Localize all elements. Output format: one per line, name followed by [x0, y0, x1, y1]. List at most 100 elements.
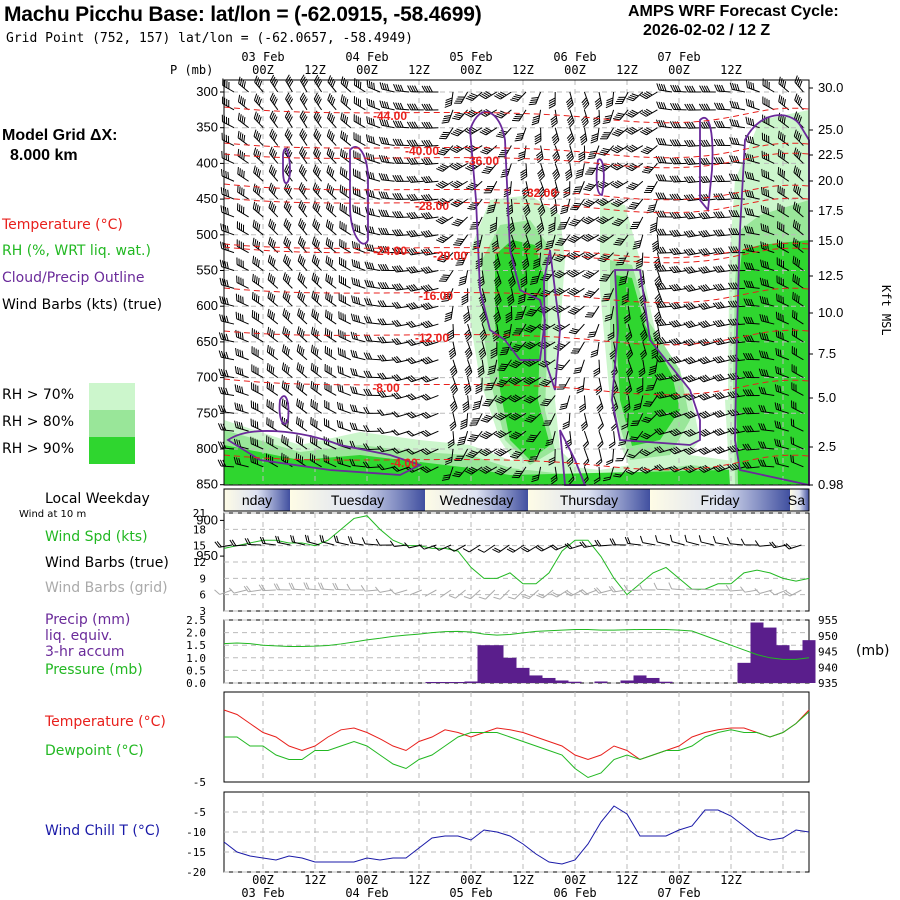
- barb-flag: [286, 221, 290, 229]
- wind-barb: [742, 443, 760, 451]
- barb-flag: [567, 155, 574, 162]
- barb-flag: [479, 435, 487, 440]
- barb-flag: [331, 259, 334, 267]
- barb-flag: [688, 139, 694, 147]
- barb-flag: [660, 120, 665, 127]
- barb-flag: [587, 335, 595, 338]
- barb-flag: [466, 165, 474, 170]
- wind-barb: [509, 359, 527, 369]
- barb-flag: [662, 174, 667, 182]
- wind-barb: [654, 300, 673, 309]
- barb-flag: [413, 139, 419, 147]
- barb-flag: [356, 224, 359, 232]
- barb-flag: [685, 230, 692, 237]
- barb-flag: [718, 84, 723, 92]
- barb-flag: [241, 97, 244, 105]
- barb-flag: [593, 477, 601, 482]
- barb-flag: [745, 116, 748, 124]
- barb-flag: [301, 366, 305, 374]
- barb-flag: [702, 429, 709, 435]
- barb-flag: [574, 369, 582, 372]
- wind-barb: [684, 103, 702, 111]
- wind-barb: [531, 109, 542, 126]
- barb-flag: [313, 292, 316, 300]
- barb-flag: [456, 112, 464, 115]
- barb-flag: [659, 355, 665, 362]
- barb-flag: [534, 137, 542, 143]
- barb-flag: [700, 303, 706, 310]
- barb-flag: [391, 266, 397, 273]
- barb-flag: [512, 432, 520, 437]
- wind-barb: [251, 310, 264, 325]
- barb-flag: [640, 313, 646, 320]
- barb-flag: [762, 459, 767, 467]
- wind-barb: [492, 252, 501, 271]
- wind-barb: [378, 136, 395, 147]
- barb-flag: [337, 347, 340, 355]
- legend-precip-liq: liq. equiv.: [45, 628, 113, 644]
- barb-flag: [285, 329, 289, 337]
- barb-flag: [365, 406, 370, 414]
- barb-flag: [686, 194, 692, 201]
- barb-flag: [716, 102, 721, 110]
- barb-flag: [254, 257, 257, 265]
- barb-flag: [626, 336, 633, 342]
- barb-flag: [646, 146, 653, 150]
- barb-flag: [241, 169, 243, 177]
- wind-barb: [683, 356, 702, 365]
- barb-flag: [317, 169, 321, 177]
- barb-flag: [473, 403, 481, 406]
- barb-flag: [744, 225, 748, 233]
- barb-flag: [428, 157, 433, 165]
- wind-barb: [573, 359, 585, 374]
- barb-flag: [341, 385, 344, 393]
- wind-barb: [266, 399, 279, 414]
- barb-flag: [315, 221, 319, 229]
- barb-flag: [563, 186, 570, 191]
- barb-flag: [655, 280, 662, 287]
- barb-flag: [522, 189, 529, 195]
- barb-flag: [227, 189, 229, 197]
- barb-flag: [523, 193, 530, 199]
- barb-flag: [369, 172, 373, 180]
- wind-barb: [761, 168, 775, 182]
- barb-flag: [683, 340, 690, 347]
- wind-barb: [758, 404, 775, 414]
- barb-flag: [744, 407, 750, 414]
- barb-flag: [338, 420, 342, 428]
- barb-flag: [423, 267, 429, 274]
- barb-flag: [314, 112, 319, 120]
- wind-barb: [420, 193, 439, 202]
- barb-flag: [616, 145, 624, 150]
- barb-flag: [727, 300, 733, 308]
- barb-flag: [457, 238, 465, 241]
- barb-flag: [378, 209, 383, 217]
- wind-barb: [494, 448, 512, 457]
- barb-flag: [299, 255, 303, 263]
- barb-flag: [441, 276, 449, 278]
- barb-flag: [464, 329, 470, 336]
- barb-flag: [550, 115, 557, 121]
- wind-barb: [339, 257, 352, 271]
- barb-flag: [522, 260, 529, 266]
- barb-flag: [581, 423, 588, 429]
- barb-flag: [701, 139, 706, 147]
- barb-flag: [688, 284, 694, 291]
- barb-flag: [478, 347, 485, 353]
- barb-flag: [671, 211, 677, 219]
- barb-flag: [460, 423, 468, 428]
- wind-barb: [267, 254, 279, 271]
- barb-flag: [269, 292, 272, 300]
- barb-flag: [345, 98, 349, 107]
- wind-barb: [559, 395, 571, 410]
- barb-flag: [705, 157, 711, 165]
- barb-flag: [673, 356, 679, 363]
- barb-flag: [489, 227, 497, 232]
- barb-flag: [654, 293, 660, 300]
- barb-flag: [371, 262, 375, 270]
- barb-flag: [350, 367, 354, 375]
- barb-flag: [397, 138, 402, 146]
- barb-flag: [654, 313, 661, 320]
- wind-barb: [339, 220, 352, 236]
- wind-barb: [377, 263, 395, 271]
